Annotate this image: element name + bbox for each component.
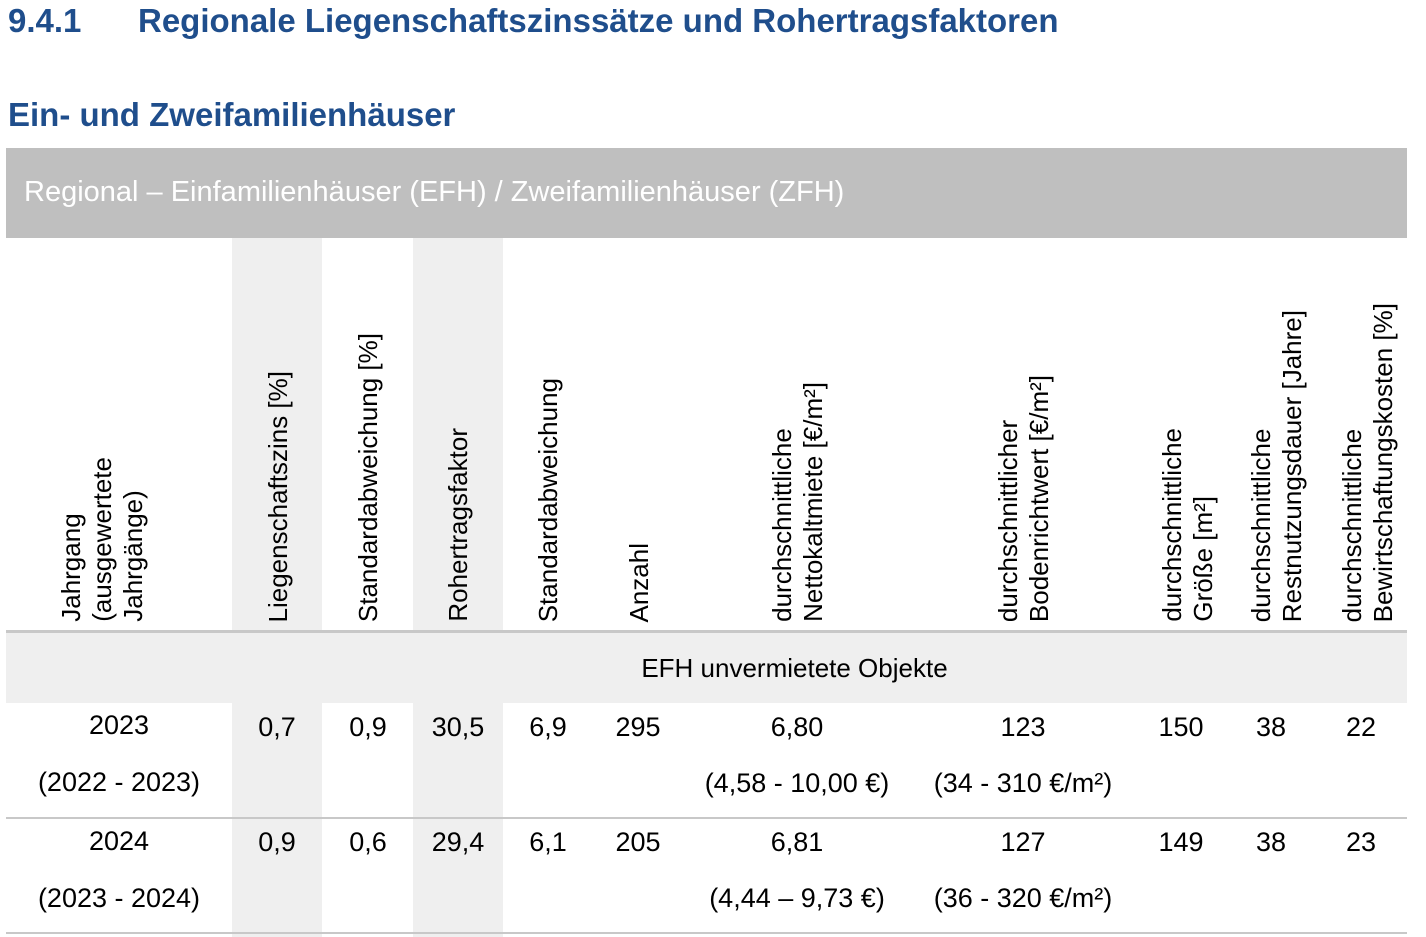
subsection-heading: Ein- und Zweifamilienhäuser xyxy=(8,96,456,133)
row-rule xyxy=(6,817,1407,819)
group-row: EFH unvermietete Objekte xyxy=(6,633,1407,703)
col-header-nettokaltmiete: durchschnittliche Nettokaltmiete [€/m²] xyxy=(767,382,828,622)
col-header-rohertragsfaktor: Rohertragsfaktor xyxy=(443,428,473,622)
col-header-bodenrichtwert: durchschnittlicher Bodenrichtwert [€/m²] xyxy=(993,374,1054,622)
cell-standardabweichung: 6,9 xyxy=(529,712,567,742)
cell-liegenschaftszins: 0,7 xyxy=(258,712,296,742)
section-title: Regionale Liegenschaftszinssätze und Roh… xyxy=(138,2,1059,39)
cell-nettokaltmiete: 6,80 xyxy=(770,712,824,742)
cell-groesse: 149 xyxy=(1158,827,1204,857)
cell-anzahl: 205 xyxy=(615,827,661,857)
cell-standardabweichung-prozent: 0,6 xyxy=(349,827,387,857)
cell-anzahl: 295 xyxy=(615,712,661,742)
cell-standardabweichung: 6,1 xyxy=(529,827,567,857)
col-header-groesse: durchschnittliche Größe [m²] xyxy=(1157,428,1218,622)
cell-nettokaltmiete: 6,81 xyxy=(770,827,824,857)
col-header-standardabweichung-prozent: Standardabweichung [%] xyxy=(353,332,383,622)
cell-restnutzungsdauer: 38 xyxy=(1255,827,1287,857)
cell-restnutzungsdauer: 38 xyxy=(1255,712,1287,742)
cell-year-range: (2023 - 2024) xyxy=(37,883,201,913)
cell-year: 2023 xyxy=(88,710,150,740)
cell-groesse: 150 xyxy=(1158,712,1204,742)
table-banner-text: Regional – Einfamilienhäuser (EFH) / Zwe… xyxy=(24,176,845,208)
col-header-restnutzungsdauer: durchschnittliche Restnutzungsdauer [Jah… xyxy=(1246,309,1307,622)
col-header-anzahl: Anzahl xyxy=(624,542,654,623)
bottom-rule xyxy=(6,932,1407,934)
col-header-bewirtschaftungskosten: durchschnittliche Bewirtschaftungskosten… xyxy=(1337,302,1398,622)
group-label: EFH unvermietete Objekte xyxy=(641,653,948,683)
col-header-jahrgang: Jahrgang (ausgewertete Jahrgänge) xyxy=(56,457,148,622)
cell-rohertragsfaktor: 30,5 xyxy=(431,712,485,742)
cell-bodenrichtwert: 123 xyxy=(1000,712,1046,742)
cell-nettokaltmiete-range: (4,44 – 9,73 €) xyxy=(709,883,885,913)
cell-rohertragsfaktor: 29,4 xyxy=(431,827,485,857)
col-header-liegenschaftszins: Liegenschaftszins [%] xyxy=(263,370,293,622)
highlight-column-rohertragsfaktor xyxy=(413,238,503,937)
cell-nettokaltmiete-range: (4,58 - 10,00 €) xyxy=(704,768,890,798)
cell-year: 2024 xyxy=(88,826,150,856)
cell-standardabweichung-prozent: 0,9 xyxy=(349,712,387,742)
col-header-standardabweichung: Standardabweichung xyxy=(533,377,563,622)
cell-bewirtschaftungskosten: 22 xyxy=(1345,712,1377,742)
cell-bodenrichtwert: 127 xyxy=(1000,827,1046,857)
cell-bewirtschaftungskosten: 23 xyxy=(1345,827,1377,857)
section-heading: 9.4.1 Regionale Liegenschaftszinssätze un… xyxy=(8,2,1059,40)
cell-bodenrichtwert-range: (34 - 310 €/m²) xyxy=(933,768,1113,798)
cell-bodenrichtwert-range: (36 - 320 €/m²) xyxy=(933,883,1113,913)
cell-year-range: (2022 - 2023) xyxy=(37,767,201,797)
table-header: Jahrgang (ausgewertete Jahrgänge) Liegen… xyxy=(0,238,1426,630)
section-number: 9.4.1 xyxy=(8,2,82,39)
highlight-column-liegenschaftszins xyxy=(232,238,322,937)
table-banner: Regional – Einfamilienhäuser (EFH) / Zwe… xyxy=(6,148,1407,238)
cell-liegenschaftszins: 0,9 xyxy=(258,827,296,857)
header-rule xyxy=(6,630,1407,633)
